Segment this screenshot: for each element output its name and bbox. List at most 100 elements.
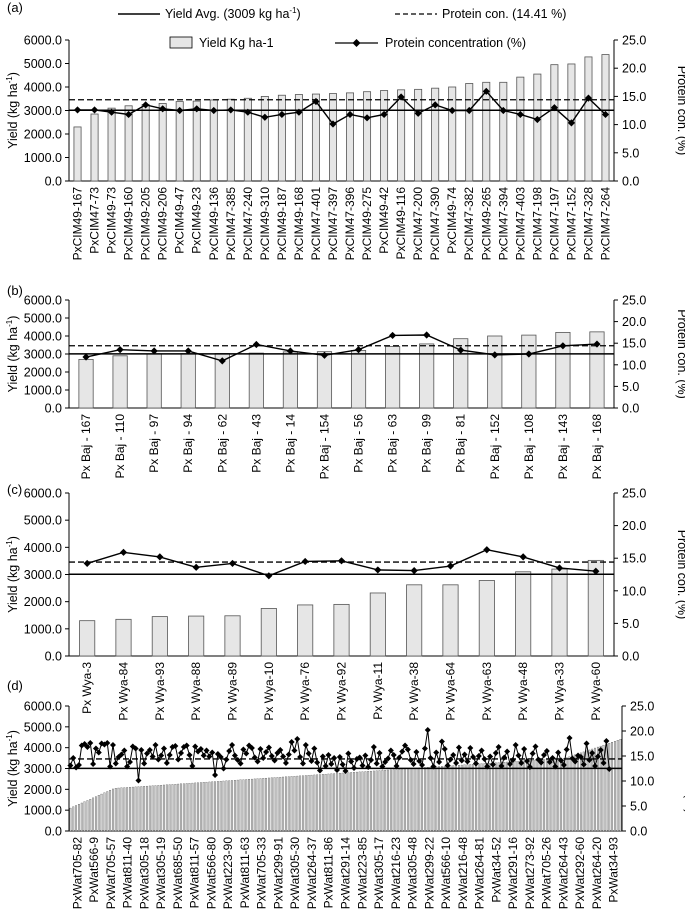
right-tick-label: 25.0	[622, 34, 646, 48]
x-tick-label: Px Baj - 62	[215, 414, 229, 473]
yield-bar	[401, 768, 404, 832]
protein-point	[566, 735, 573, 741]
yield-bar	[253, 778, 256, 832]
yield-bar	[140, 786, 143, 832]
protein-point	[550, 104, 558, 112]
yield-bar	[233, 780, 236, 832]
yield-bar	[279, 777, 282, 832]
yield-bar	[537, 759, 540, 832]
yield-bar	[594, 747, 596, 832]
x-tick-label: PxCIM47-73	[88, 187, 102, 254]
right-tick-label: 25.0	[630, 700, 654, 714]
yield-bar	[194, 782, 197, 832]
yield-bar	[599, 745, 602, 832]
left-tick-label: 3000.0	[24, 348, 62, 362]
protein-point	[92, 745, 99, 752]
protein-point	[112, 760, 119, 767]
protein-point	[159, 105, 167, 113]
protein-point	[560, 762, 567, 768]
x-tick-label: PxCIM47-264	[598, 187, 612, 261]
legend-bar-label: Yield Kg ha-1	[199, 36, 274, 50]
yield-bar	[256, 778, 259, 832]
left-tick-label: 5000.0	[24, 720, 62, 734]
panel-a: (a) 0.0 1000.0 2000.0 3000.0 4000.0 5000.0 6000…	[5, 0, 685, 260]
yield-bar	[475, 763, 477, 832]
left-tick-label: 0.0	[45, 402, 62, 416]
x-tick-label: PxWat305-18	[137, 837, 151, 909]
x-tick-label: Px Baj - 168	[590, 414, 604, 480]
x-tick-label: PxWat216-23	[389, 837, 403, 909]
yield-bar	[72, 806, 75, 832]
left-tick-label: 4000.0	[24, 330, 62, 344]
x-tick-label: Px Wya-84	[117, 662, 131, 721]
x-tick-label: Px Wya-60	[589, 662, 603, 721]
protein-point	[302, 742, 309, 748]
y-axis-title-prefix: Yield (kg ha	[6, 547, 20, 613]
yield-bar	[380, 90, 389, 182]
x-tick-label: PxWat566-10	[439, 837, 453, 909]
x-tick-label: Px Baj - 14	[283, 414, 297, 473]
protein-point	[278, 110, 286, 119]
yield-bar	[499, 81, 508, 182]
yield-bar	[443, 766, 446, 832]
yield-bar	[528, 760, 531, 832]
yield-bar	[415, 767, 418, 832]
x-tick-label: PxWat811-40	[121, 837, 135, 909]
yield-bar	[515, 571, 532, 657]
yield-bar	[350, 349, 367, 409]
yield-bar	[188, 615, 205, 657]
y2-axis-title: Protein con. (%)	[675, 309, 685, 399]
yield-bar	[398, 769, 401, 832]
yield-bar	[596, 746, 599, 832]
yield-bar	[333, 773, 336, 832]
yield-bar	[442, 584, 459, 657]
yield-bar	[78, 358, 94, 409]
protein-point	[176, 106, 184, 115]
protein-line	[85, 334, 598, 362]
x-tick-label: Px Wya-11	[371, 662, 385, 720]
yield-bar	[613, 741, 616, 832]
yield-bar	[517, 761, 520, 832]
x-tick-label: PxWat264-81	[473, 837, 487, 909]
x-tick-label: PxCIM49-168	[292, 187, 306, 261]
protein-point	[193, 105, 201, 113]
protein-point	[121, 747, 128, 754]
protein-point	[589, 750, 596, 756]
protein-point	[104, 740, 111, 746]
protein-point	[152, 742, 159, 748]
right-tick-label: 0.0	[622, 175, 639, 189]
yield-bar	[568, 756, 571, 832]
yield-bar	[92, 797, 95, 832]
protein-point	[311, 745, 318, 752]
yield-bar	[487, 335, 503, 409]
x-tick-label: PxCIM47-198	[530, 187, 544, 261]
protein-point	[583, 740, 590, 747]
x-tick-label: Px Baj - 63	[386, 414, 400, 473]
protein-point	[328, 761, 335, 767]
yield-bar	[296, 775, 299, 832]
yield-bar	[589, 331, 605, 409]
yield-bar	[273, 777, 276, 832]
left-tick-label: 3000.0	[24, 104, 62, 118]
protein-point	[337, 557, 346, 565]
protein-point	[237, 760, 244, 767]
protein-point	[109, 742, 116, 748]
protein-point	[603, 738, 610, 744]
yield-bar	[242, 779, 245, 832]
protein-point	[370, 744, 377, 750]
x-tick-label: PxCIM49-310	[258, 187, 272, 261]
y-axis-title-prefix: Yield (kg ha	[6, 83, 20, 149]
protein-point	[197, 746, 204, 752]
legend-bar-swatch	[169, 36, 193, 49]
yield-bar	[483, 763, 486, 832]
yield-bar	[137, 786, 140, 832]
x-tick-label: PxWat223-85	[355, 837, 369, 909]
yield-bar	[120, 787, 123, 832]
yield-bar	[384, 770, 387, 832]
protein-point	[119, 548, 128, 556]
protein-point	[107, 108, 116, 116]
left-tick-label: 6000.0	[24, 34, 62, 48]
yield-bar	[154, 785, 157, 832]
yield-bar	[228, 780, 231, 832]
protein-point	[285, 751, 292, 758]
